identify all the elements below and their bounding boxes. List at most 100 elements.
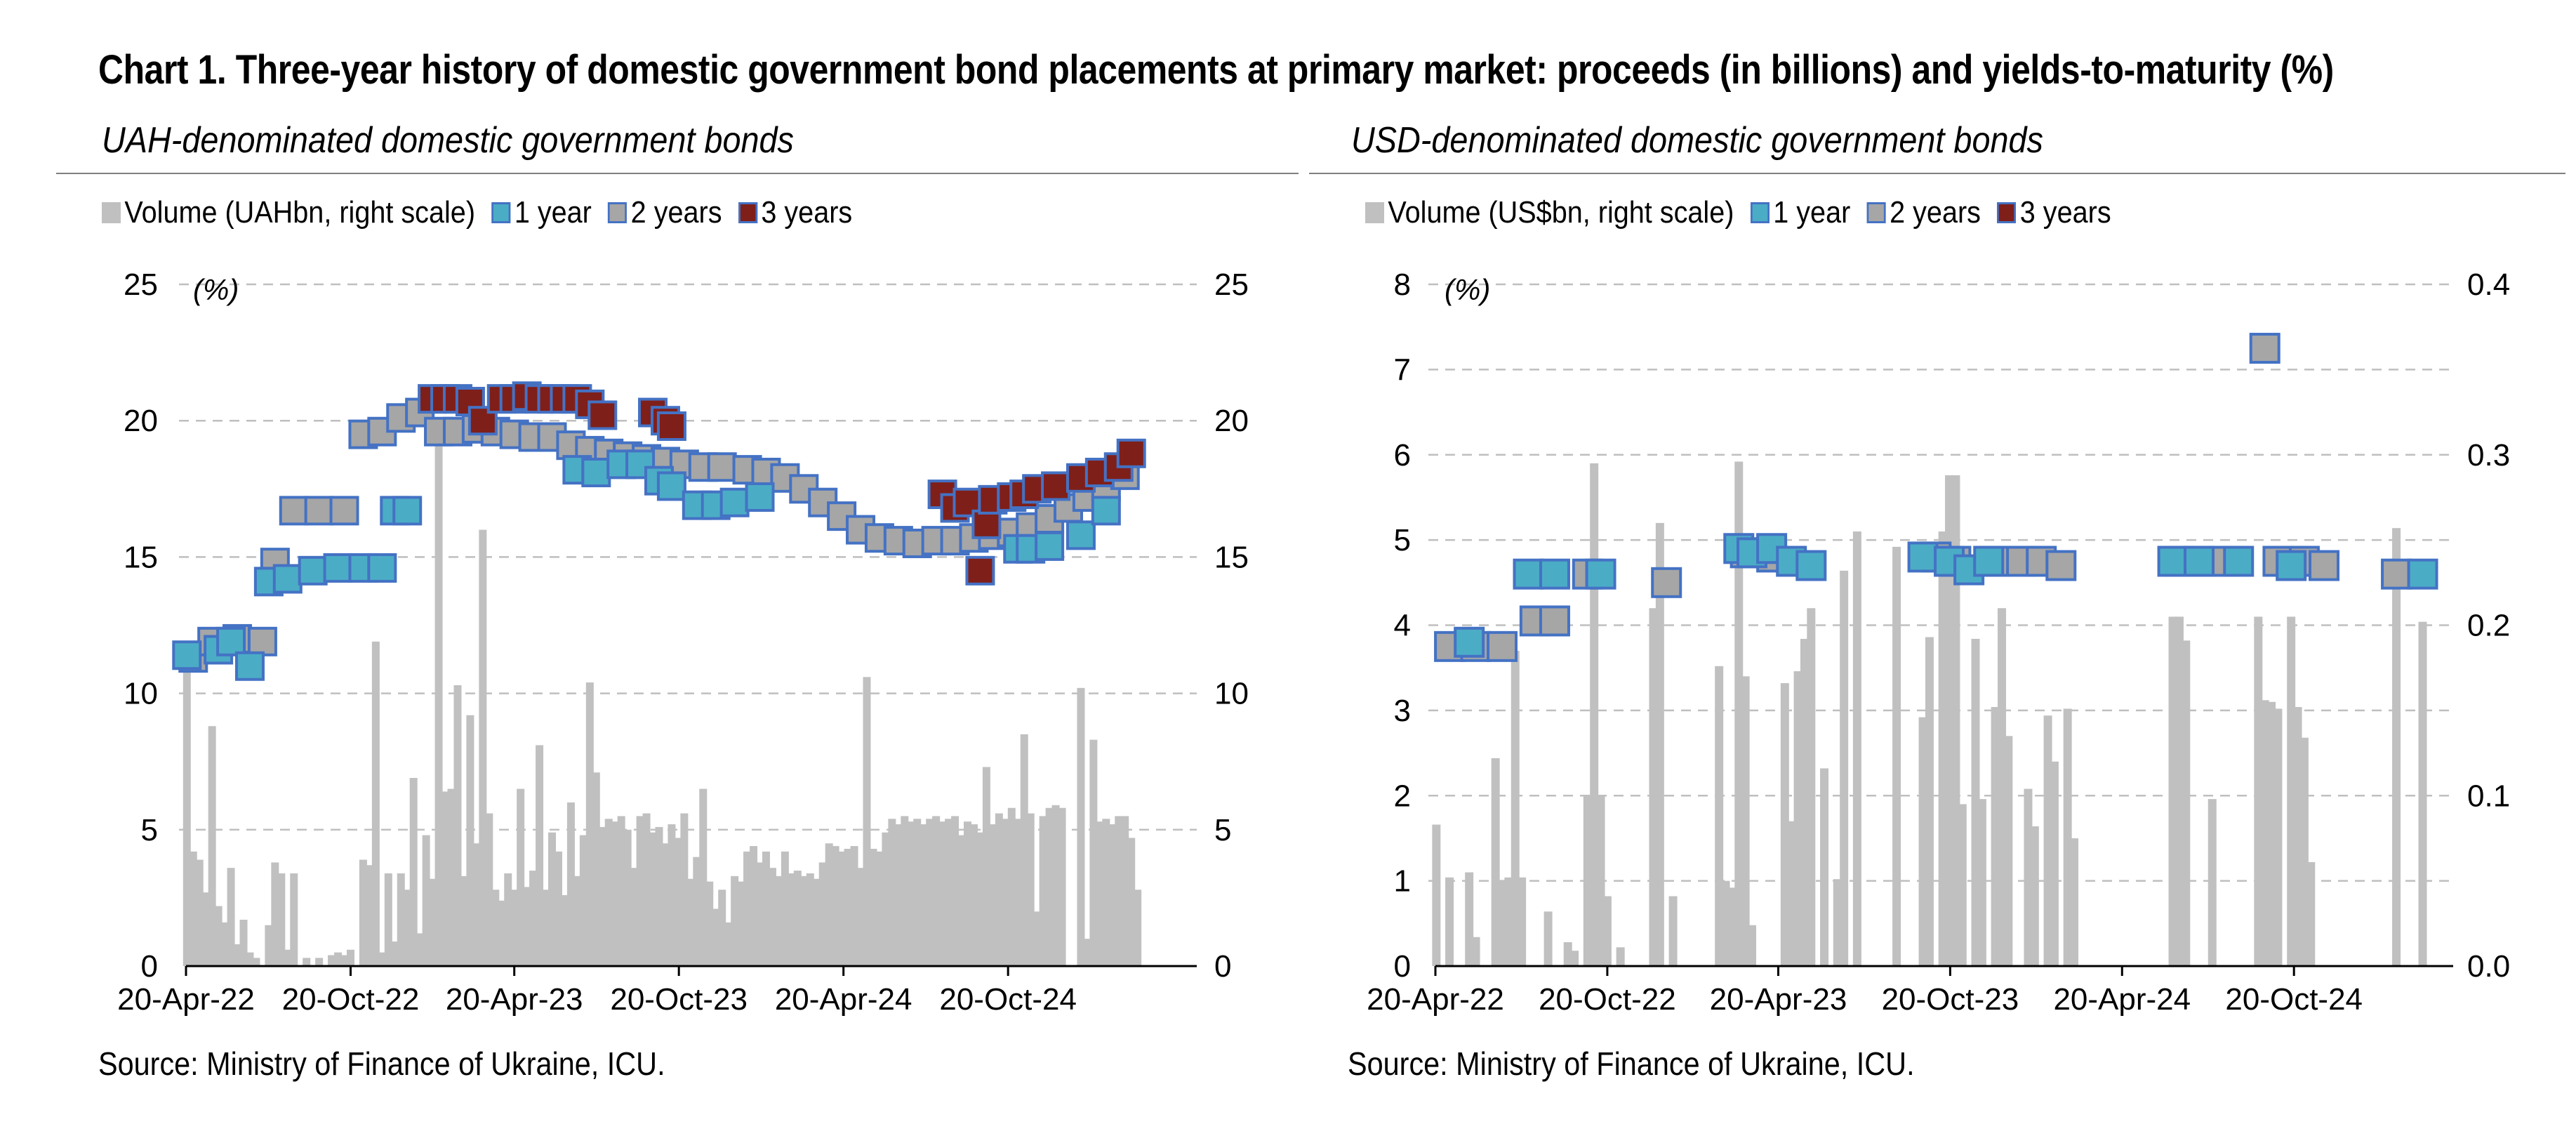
left-panel-title: UAH-denominated domestic government bond… [102, 120, 794, 161]
y-left-tick-label: 2 [1394, 779, 1411, 813]
volume-bar [1655, 522, 1664, 966]
volume-bar [1543, 911, 1553, 966]
volume-bar [536, 745, 544, 966]
volume-bar [863, 677, 871, 966]
y-right-tick-label: 0.1 [2467, 779, 2510, 813]
volume-bar [655, 826, 663, 966]
volume-bar [661, 843, 670, 966]
volume-bar [2207, 799, 2217, 966]
legend-3y-swatch [1997, 202, 2017, 223]
volume-bar [1852, 531, 1861, 966]
volume-bar [1997, 608, 2006, 966]
volume-bar [233, 944, 241, 966]
volume-bar [328, 955, 336, 966]
volume-bar [460, 876, 468, 966]
volume-bar [932, 816, 941, 966]
y-right-tick-label: 15 [1214, 540, 1249, 574]
volume-bar [428, 878, 437, 966]
volume-bar [869, 848, 877, 966]
volume-bar [724, 922, 733, 966]
x-tick-label: 20-Oct-24 [939, 982, 1077, 1017]
volume-bar [1734, 461, 1744, 966]
volume-bar [479, 529, 487, 966]
volume-bar [1741, 676, 1750, 966]
volume-bar [371, 641, 380, 966]
volume-bar [1083, 939, 1091, 966]
legend-3y-label: 3 years [761, 195, 853, 230]
volume-bar [585, 682, 594, 966]
volume-bar [1498, 880, 1507, 966]
marker-1-year [272, 564, 303, 594]
volume-bar [422, 835, 430, 966]
legend-volume: Volume (US$bn, right scale) [1365, 195, 1734, 230]
volume-bar [2287, 616, 2296, 966]
volume-bar [693, 857, 701, 966]
left-panel-rule [56, 173, 1299, 174]
volume-bar [1518, 877, 1527, 966]
volume-bar [630, 868, 638, 966]
y-right-tick-label: 25 [1214, 267, 1249, 302]
volume-bar [1787, 821, 1796, 966]
marker-3-years [656, 411, 686, 441]
volume-bar [1051, 805, 1060, 966]
marker-2-years [1651, 567, 1682, 598]
marker-3-years [971, 509, 1002, 539]
volume-bar [523, 887, 531, 966]
x-tick-label: 20-Apr-23 [446, 982, 583, 1017]
marker-1-year [2157, 546, 2189, 577]
uah-chart: 0 5 10 15 20 25 0 5 10 15 20 25 (%) 20-Apr-22 20-Oct-2… [117, 267, 1249, 1017]
volume-bar [542, 890, 550, 966]
marker-2-years [329, 496, 359, 526]
volume-bar [277, 873, 286, 966]
volume-bar [1563, 942, 1572, 966]
marker-1-year [2184, 546, 2215, 577]
volume-bar [201, 892, 210, 966]
y-left-tick-label: 1 [1394, 864, 1411, 899]
marker-2-years [2309, 550, 2340, 581]
volume-bar [265, 925, 273, 966]
volume-bar [365, 865, 373, 966]
volume-bar [2273, 708, 2283, 966]
volume-bar [2267, 701, 2276, 966]
volume-bar [2070, 838, 2079, 966]
legend-1y-swatch [491, 202, 511, 223]
legend-3y: 3 years [738, 195, 852, 230]
marker-2-years [247, 626, 277, 656]
marker-2-years [279, 496, 309, 526]
marker-1-year [1585, 558, 1616, 590]
volume-bar [466, 715, 474, 966]
y-right-tick-label: 0.2 [2467, 609, 2510, 643]
volume-bar [1102, 819, 1110, 966]
volume-bar [2299, 737, 2309, 966]
volume-bar [737, 881, 745, 966]
y-left-tick-label: 6 [1394, 438, 1411, 473]
right-panel-rule [1309, 173, 2565, 174]
legend-1y: 1 year [1750, 195, 1850, 230]
volume-bar [208, 726, 216, 966]
volume-bar [1491, 758, 1500, 966]
marker-2-years [1539, 605, 1570, 637]
legend-volume-label: Volume (US$bn, right scale) [1388, 195, 1734, 230]
volume-bar [825, 843, 833, 966]
left-source-note: Source: Ministry of Finance of Ukraine, … [98, 1045, 665, 1082]
volume-bar [1014, 819, 1022, 966]
y-left-tick-label: 8 [1394, 267, 1411, 302]
volume-bar [498, 900, 506, 966]
volume-bar [472, 843, 481, 966]
volume-bar [560, 895, 569, 966]
marker-1-year [1513, 558, 1544, 590]
volume-bar [359, 859, 367, 966]
y-left-tick-label: 3 [1394, 694, 1411, 728]
volume-bar [951, 816, 960, 966]
volume-bar [743, 851, 752, 966]
volume-bar [686, 878, 695, 966]
marker-3-years [467, 406, 498, 436]
volume-bar [485, 813, 493, 966]
volume-bar [787, 873, 795, 966]
y-right-tick-label: 5 [1214, 813, 1231, 847]
y-left-tick-label: 5 [141, 813, 158, 847]
marker-1-year [1091, 496, 1121, 526]
volume-bar [182, 652, 191, 966]
volume-bar [1820, 768, 1829, 966]
volume-bar [1951, 475, 1960, 966]
